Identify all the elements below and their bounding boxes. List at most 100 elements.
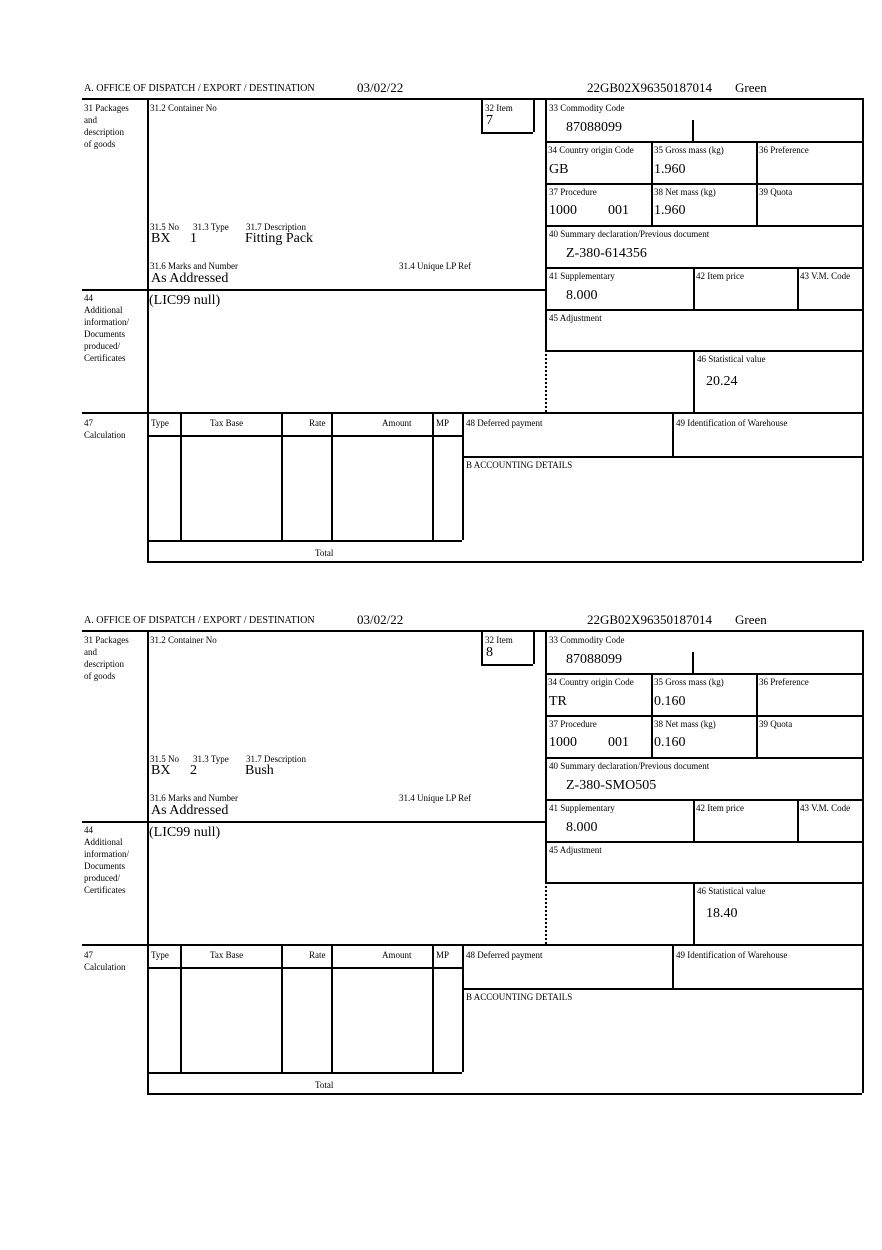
no-value: BX — [151, 231, 171, 246]
commodity-value: 87088099 — [566, 120, 622, 135]
procedure-value-2: 001 — [608, 203, 629, 218]
form-rule — [147, 435, 462, 437]
container-label: 31.2 Container No — [150, 103, 217, 113]
type-label: 31.3 Type — [193, 222, 229, 232]
no-label: 31.5 No — [150, 222, 179, 232]
form-rule — [862, 98, 864, 561]
commodity-value: 87088099 — [566, 652, 622, 667]
warehouse-label: 49 Identification of Warehouse — [676, 418, 788, 428]
form-rule — [545, 267, 862, 269]
supplementary-label: 41 Supplementary — [549, 271, 615, 281]
form-rule — [693, 882, 862, 884]
route-status: Green — [735, 80, 767, 95]
col-amount: Amount — [382, 950, 412, 960]
form-rule — [651, 673, 653, 757]
summary-label: 40 Summary declaration/Previous document — [549, 761, 710, 771]
calc-label-2: Calculation — [84, 962, 126, 972]
procedure-value-2: 001 — [608, 735, 629, 750]
office-header: A. OFFICE OF DISPATCH / EXPORT / DESTINA… — [84, 83, 315, 94]
marks-label: 31.6 Marks and Number — [150, 793, 238, 803]
form-rule — [756, 673, 758, 757]
form-rule — [545, 757, 862, 759]
item-label: 32 Item — [485, 635, 513, 645]
additional-label: 44 — [84, 293, 93, 303]
origin-value: TR — [549, 694, 567, 709]
form-rule — [545, 309, 862, 311]
dotted-rule — [545, 882, 693, 884]
form-rule — [147, 1072, 462, 1074]
col-amount: Amount — [382, 418, 412, 428]
form-rule — [281, 944, 283, 1072]
additional-label-3: information/ — [84, 849, 129, 859]
dotted-rule — [545, 350, 547, 412]
no-value: BX — [151, 763, 171, 778]
type-label: 31.3 Type — [193, 754, 229, 764]
deferred-label: 48 Deferred payment — [466, 950, 543, 960]
origin-value: GB — [549, 162, 569, 177]
form-rule — [756, 141, 758, 225]
additional-label: 44 — [84, 825, 93, 835]
declaration-item-form: A. OFFICE OF DISPATCH / EXPORT / DESTINA… — [0, 80, 882, 580]
form-rule — [331, 944, 333, 1072]
form-rule — [545, 799, 862, 801]
packages-label-3: description — [84, 659, 124, 669]
form-rule — [82, 630, 862, 632]
packages-label: 31 Packages — [84, 635, 129, 645]
description-label: 31.7 Description — [246, 754, 306, 764]
summary-value: Z-380-614356 — [566, 246, 647, 261]
type-value: 2 — [190, 763, 197, 778]
office-header: A. OFFICE OF DISPATCH / EXPORT / DESTINA… — [84, 615, 315, 626]
adjustment-label: 45 Adjustment — [549, 313, 602, 323]
form-rule — [693, 882, 695, 944]
col-type: Type — [151, 950, 169, 960]
form-rule — [147, 967, 462, 969]
supplementary-value: 8.000 — [566, 820, 598, 835]
reference-number: 22GB02X96350187014 — [587, 612, 712, 627]
procedure-value: 1000 — [549, 735, 577, 750]
procedure-value: 1000 — [549, 203, 577, 218]
form-rule — [797, 267, 799, 309]
form-rule — [462, 944, 464, 1072]
packages-label-2: and — [84, 115, 97, 125]
form-rule — [147, 98, 149, 561]
container-label: 31.2 Container No — [150, 635, 217, 645]
adjustment-label: 45 Adjustment — [549, 845, 602, 855]
form-rule — [82, 98, 862, 100]
form-rule — [545, 630, 547, 882]
col-tax-base: Tax Base — [210, 418, 244, 428]
form-rule — [862, 630, 864, 1093]
description-value: Bush — [245, 763, 274, 778]
warehouse-label: 49 Identification of Warehouse — [676, 950, 788, 960]
supplementary-label: 41 Supplementary — [549, 803, 615, 813]
packages-label-2: and — [84, 647, 97, 657]
procedure-label: 37 Procedure — [549, 187, 597, 197]
form-rule — [545, 841, 862, 843]
statistical-label: 46 Statistical value — [697, 886, 766, 896]
form-rule — [533, 630, 535, 664]
accounting-label: B ACCOUNTING DETAILS — [466, 460, 573, 470]
form-rule — [672, 944, 674, 988]
form-rule — [797, 799, 799, 841]
form-rule — [82, 944, 862, 946]
additional-label-4: Documents — [84, 861, 125, 871]
col-rate: Rate — [309, 950, 326, 960]
supplementary-value: 8.000 — [566, 288, 598, 303]
form-rule — [462, 412, 464, 540]
additional-label-5: produced/ — [84, 341, 120, 351]
gross-label: 35 Gross mass (kg) — [654, 677, 724, 687]
net-label: 38 Net mass (kg) — [654, 187, 716, 197]
gross-value: 1.960 — [654, 162, 686, 177]
quota-label: 39 Quota — [759, 187, 793, 197]
col-mp: MP — [436, 950, 450, 960]
marks-value: As Addressed — [151, 271, 229, 286]
packages-label-3: description — [84, 127, 124, 137]
packages-label-4: of goods — [84, 671, 116, 681]
origin-label: 34 Country origin Code — [548, 145, 634, 155]
form-rule — [432, 412, 434, 540]
packages-label: 31 Packages — [84, 103, 129, 113]
unique-label: 31.4 Unique LP Ref — [399, 793, 472, 803]
dispatch-date: 03/02/22 — [357, 612, 404, 627]
total-label: Total — [315, 548, 334, 558]
procedure-label: 37 Procedure — [549, 719, 597, 729]
form-rule — [693, 799, 695, 841]
